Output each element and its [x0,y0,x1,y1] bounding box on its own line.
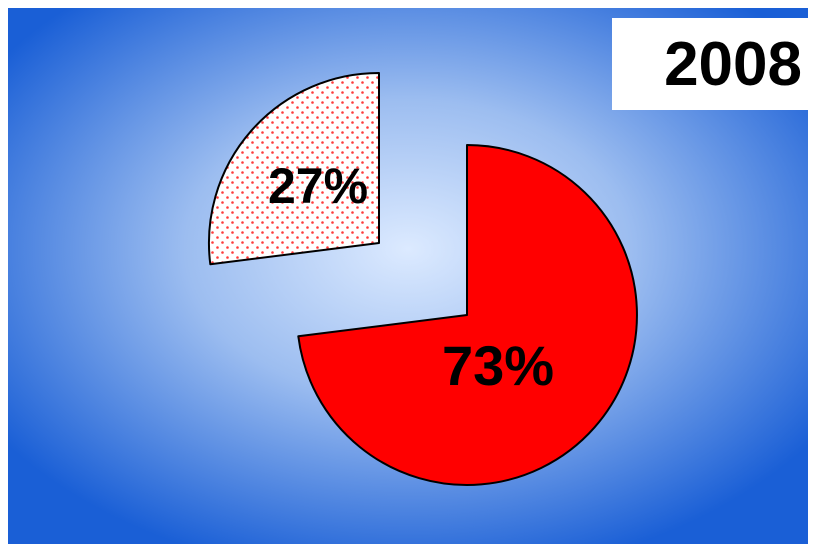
pie-slice-73 [297,144,638,486]
pie-slice-27 [207,72,380,266]
year-title: 2008 [612,18,808,110]
pie-label-27: 27% [268,158,368,214]
pie-label-73: 73% [442,334,554,397]
pie-slices [207,72,638,486]
pie-labels: 73% 27% [268,158,554,397]
